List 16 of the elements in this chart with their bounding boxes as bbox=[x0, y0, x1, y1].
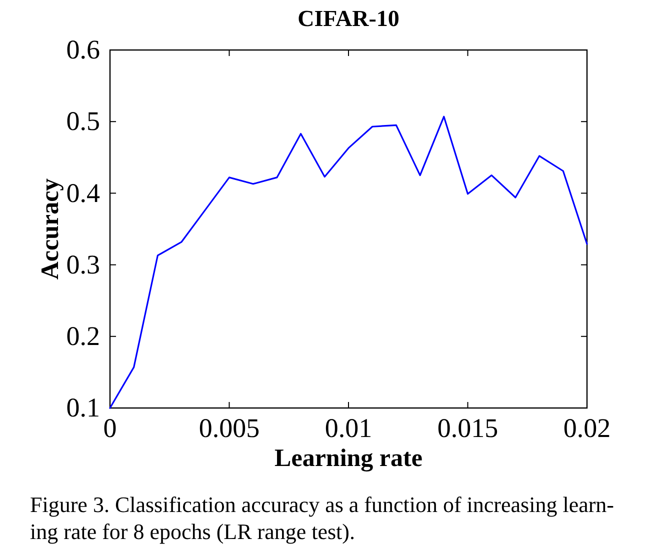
x-tick-label: 0.01 bbox=[324, 413, 372, 444]
caption: Figure 3. Classification accuracy as a function of increasing learn-ing rate for 8 epochs (LR range test). bbox=[30, 492, 614, 544]
line-series bbox=[109, 116, 588, 409]
y-axis-title: Accuracy bbox=[37, 178, 64, 280]
x-tick-label: 0.005 bbox=[198, 413, 260, 444]
y-tick-label: 0.2 bbox=[66, 321, 100, 352]
x-tick-label: 0 bbox=[103, 413, 117, 444]
x-tick-label: 0.02 bbox=[563, 413, 611, 444]
chart-title: CIFAR-10 bbox=[298, 6, 400, 31]
y-tick-label: 0.1 bbox=[66, 392, 100, 423]
y-tick-label: 0.6 bbox=[66, 34, 100, 65]
y-tick-label: 0.4 bbox=[66, 178, 100, 208]
y-tick-label: 0.5 bbox=[66, 106, 100, 136]
y-tick-label: 0.3 bbox=[66, 249, 100, 280]
x-axis-title: Learning rate bbox=[274, 445, 422, 472]
x-tick-label: 0.015 bbox=[437, 413, 498, 444]
